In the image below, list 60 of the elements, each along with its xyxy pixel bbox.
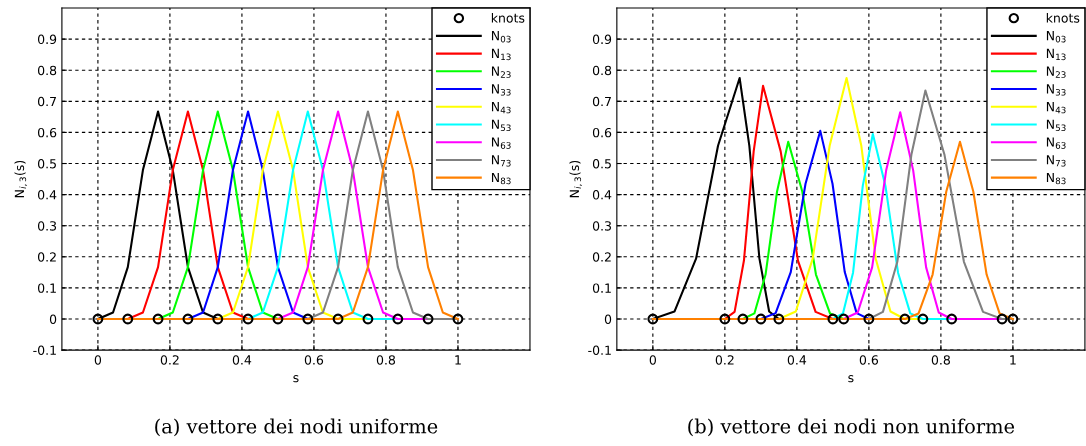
legend-label: N$_{73}$	[1046, 155, 1066, 167]
y-tick-label: 0.6	[37, 127, 57, 138]
y-tick-label: 0.7	[592, 96, 611, 107]
y-tick-label: 0.1	[37, 283, 56, 293]
y-tick-label: 0.9	[592, 34, 612, 45]
legend-label: N$_{13}$	[1046, 48, 1066, 61]
x-tick-label: 0.8	[376, 355, 396, 365]
text: (b) vettore dei nodi non uniforme	[688, 418, 1015, 437]
legend-label: N$_{23}$	[1046, 66, 1066, 78]
x-tick-label: 0.4	[787, 355, 807, 365]
x-axis-title: s	[293, 375, 299, 383]
y-tick-label: 0.7	[37, 96, 56, 107]
x-tick-label: 0.8	[931, 355, 950, 365]
y-tick-label: 0.4	[592, 190, 612, 200]
x-tick-label: 1	[1010, 355, 1016, 365]
legend-label: N$_{13}$	[491, 48, 511, 61]
x-axis-title: s	[848, 375, 854, 383]
x-tick-label: 0.6	[304, 355, 324, 365]
y-tick-label: 0.1	[592, 283, 611, 293]
y-tick-label: 0.2	[37, 252, 56, 262]
y-tick-label: 0.9	[37, 34, 57, 45]
y-axis-title: N$_{i,3}$(s)	[569, 160, 582, 198]
y-tick-label: -0.1	[588, 345, 611, 356]
x-tick-label: 0.6	[859, 355, 879, 365]
legend-label: N$_{23}$	[491, 66, 511, 78]
legend-label: N$_{83}$	[491, 172, 511, 185]
x-tick-label: 0.2	[715, 355, 734, 365]
y-tick-label: 0.5	[592, 158, 611, 169]
y-tick-label: 0.2	[592, 252, 611, 262]
legend-label: knots	[491, 13, 525, 23]
y-axis-title: N$_{i,3}$(s)	[14, 160, 28, 198]
legend-label: N$_{83}$	[1046, 172, 1066, 185]
legend-label: N$_{03}$	[1046, 31, 1066, 43]
y-tick-label: 0.5	[37, 158, 56, 169]
y-tick-label: 0.4	[37, 190, 57, 200]
x-tick-label: 0	[649, 355, 656, 365]
legend-label: N$_{33}$	[1046, 84, 1066, 96]
text: (a) vettore dei nodi uniforme	[155, 418, 438, 437]
y-tick-label: 0	[604, 314, 612, 324]
legend-label: N$_{43}$	[1046, 102, 1066, 114]
x-tick-label: 0.4	[232, 355, 252, 365]
y-tick-label: -0.1	[33, 345, 56, 356]
y-tick-label: 0.6	[592, 127, 612, 138]
legend-label: N$_{53}$	[491, 119, 511, 132]
x-tick-label: 1	[455, 355, 461, 365]
y-tick-label: 0.8	[37, 65, 57, 76]
legend-label: N$_{03}$	[491, 31, 511, 43]
y-tick-label: 0.3	[37, 221, 57, 231]
legend-label: N$_{33}$	[491, 84, 511, 96]
y-tick-label: 0.3	[592, 221, 611, 231]
x-tick-label: 0	[94, 355, 102, 365]
legend-label: N$_{53}$	[1046, 119, 1066, 132]
legend-label: N$_{63}$	[491, 137, 511, 149]
y-tick-label: 0	[49, 314, 57, 324]
y-tick-label: 0.8	[592, 65, 612, 76]
x-tick-label: 0.2	[160, 355, 179, 365]
legend-label: N$_{63}$	[1046, 137, 1066, 149]
legend-label: knots	[1046, 13, 1080, 23]
legend-label: N$_{73}$	[491, 155, 511, 167]
legend-label: N$_{43}$	[491, 102, 511, 114]
